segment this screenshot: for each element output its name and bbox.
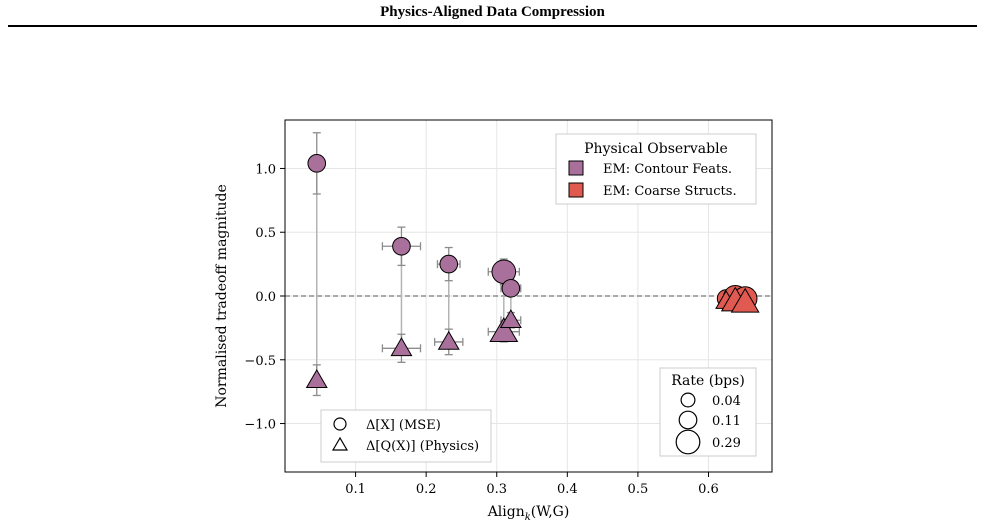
y-axis-label: Normalised tradeoff magnitude <box>214 184 230 408</box>
legend-label: EM: Coarse Structs. <box>603 184 737 199</box>
axis-ticks: 0.1 0.2 0.3 0.4 0.5 0.6 1.0 0.5 0.0 −0.5 −1.0 <box>244 162 718 497</box>
legend-triangle-icon <box>331 436 349 451</box>
y-tick-label: 0.5 <box>255 226 276 241</box>
data-point-circle <box>439 254 459 274</box>
x-axis-label-tail: (W,G) <box>531 504 570 520</box>
page-title: Physics-Aligned Data Compression <box>380 4 605 20</box>
legend-size-icon <box>678 410 698 430</box>
legend-physical-observable: Physical Observable EM: Contour Feats. EM:… <box>555 133 757 205</box>
x-tick-label: 0.6 <box>698 482 719 497</box>
data-point-triangle <box>730 287 760 313</box>
legend-box <box>320 409 492 463</box>
data-point-triangle <box>305 369 328 388</box>
legend-swatch <box>568 160 584 176</box>
legend-circle-icon <box>333 417 347 431</box>
legend-metric: Δ[X] (MSE) Δ[Q(X)] (Physics) <box>320 409 492 463</box>
legend-label: Δ[Q(X)] (Physics) <box>366 439 479 454</box>
legend-size-icon <box>675 429 701 455</box>
legend-box <box>555 133 757 205</box>
data-point-triangle <box>437 330 460 350</box>
data-point-circle <box>392 236 411 256</box>
data-point-triangle <box>489 317 519 342</box>
data-point-circle <box>501 279 521 298</box>
data-point-circle <box>307 154 327 173</box>
x-axis-label-main: Align <box>487 504 525 520</box>
y-tick-label: 0.0 <box>255 290 276 305</box>
x-tick-label: 0.1 <box>345 482 366 497</box>
legend-size-icon <box>680 392 696 408</box>
data-point-triangle <box>499 309 522 329</box>
y-tick-label: −0.5 <box>244 354 276 369</box>
legend-label: EM: Contour Feats. <box>603 162 732 177</box>
legend-title: Physical Observable <box>584 141 728 157</box>
legend-label: Δ[X] (MSE) <box>366 418 441 433</box>
header-divider <box>8 25 977 27</box>
x-tick-label: 0.2 <box>416 482 437 497</box>
legend-title: Rate (bps) <box>671 373 745 389</box>
legend-rate: Rate (bps) 0.04 0.11 0.29 <box>659 367 757 457</box>
legend-label: 0.11 <box>712 414 741 429</box>
x-tick-label: 0.5 <box>628 482 649 497</box>
x-tick-label: 0.4 <box>557 482 578 497</box>
y-tick-label: −1.0 <box>244 418 276 433</box>
data-point-triangle <box>390 337 413 357</box>
x-axis-label: Alignk(W,G) <box>487 504 570 523</box>
y-tick-label: 1.0 <box>255 162 276 177</box>
error-bars <box>312 132 522 397</box>
data-points <box>305 154 760 388</box>
x-axis-label-subscript: k <box>525 512 531 523</box>
legend-swatch <box>568 182 584 198</box>
legend-label: 0.04 <box>712 394 741 409</box>
x-tick-label: 0.3 <box>486 482 507 497</box>
legend-label: 0.29 <box>712 436 741 451</box>
